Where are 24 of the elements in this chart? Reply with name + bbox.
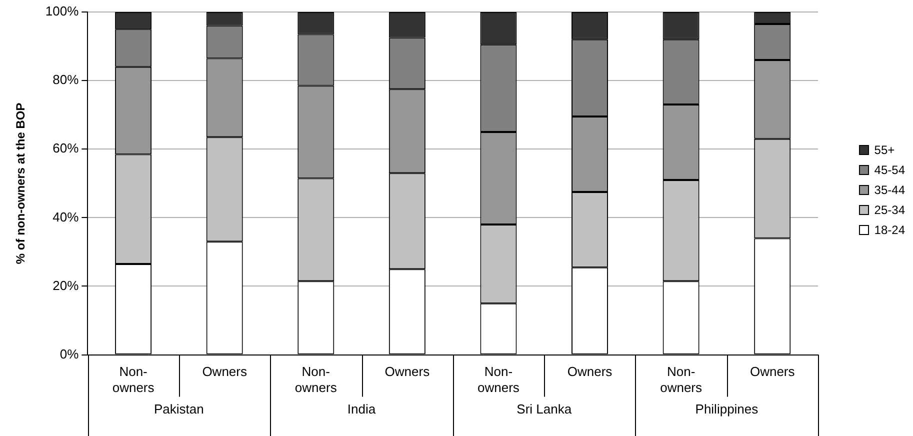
- legend-label: 35-44: [874, 183, 905, 197]
- x-tick-label: Owners: [202, 364, 248, 380]
- x-tick-label: Non-owners: [294, 364, 338, 395]
- y-tick-label: 0%: [60, 346, 80, 362]
- y-tick-label: 40%: [52, 209, 80, 224]
- text: Sri Lanka: [516, 401, 572, 416]
- x-tick-label: Owners: [567, 364, 613, 380]
- y-tick-label: 80%: [52, 72, 80, 88]
- y-tick-label: 60%: [52, 140, 80, 156]
- x-tick-label: Non-owners: [478, 364, 520, 395]
- y-tick-label: 20%: [52, 278, 80, 293]
- text: Philippines: [695, 401, 759, 416]
- x-tick-label: Owners: [750, 364, 796, 380]
- y-axis-title: % of non-owners at the BOP: [14, 102, 28, 264]
- legend-label: 25-34: [874, 203, 905, 217]
- x-tick-label: Owners: [384, 364, 430, 380]
- legend-label: 45-54: [874, 163, 905, 177]
- legend-label: 55+: [874, 143, 895, 157]
- y-tick-label: 100%: [45, 4, 80, 19]
- text: Pakistan: [154, 401, 204, 416]
- text: India: [347, 401, 376, 416]
- x-tick-label: Non-owners: [112, 364, 155, 395]
- x-tick-label: Non-owners: [660, 364, 703, 395]
- text: 18-24: [874, 223, 905, 237]
